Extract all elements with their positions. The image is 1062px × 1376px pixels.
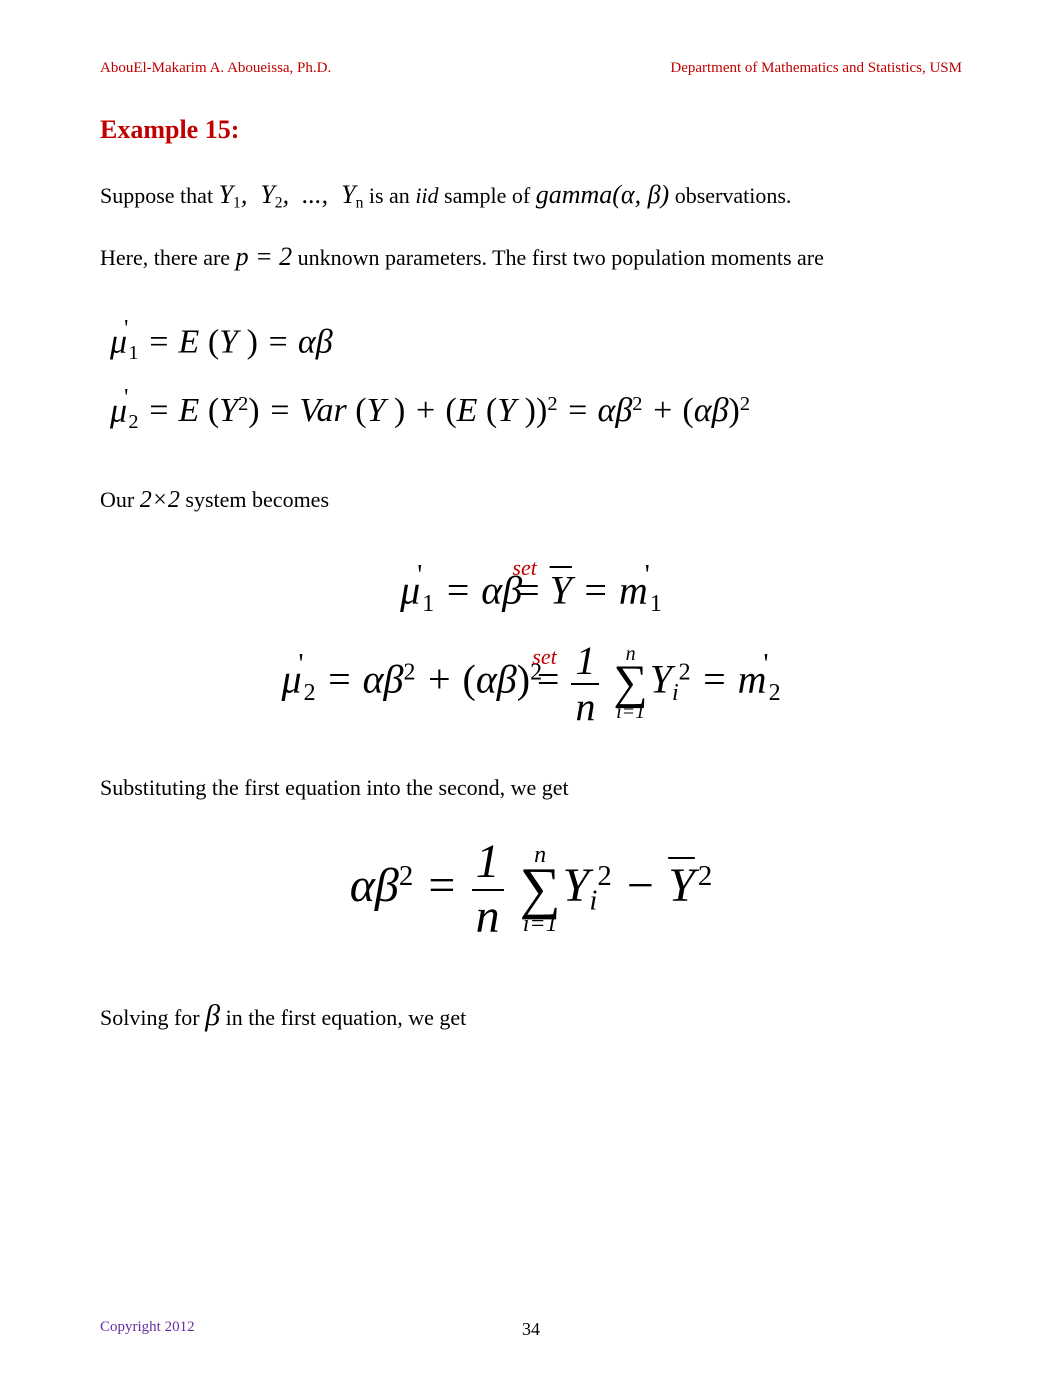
text: Here, there are (100, 245, 236, 270)
sub: 1 (128, 342, 138, 364)
eq-line2: μ'2 = E (Y2) = Var (Y ) + (E (Y ))2 = αβ… (110, 376, 962, 444)
header-left: AbouEl-Makarim A. Aboueissa, Ph.D. (100, 60, 331, 77)
equation-substitution: αβ2 = 1n n∑i=1Yi2 − Y2 (100, 836, 962, 944)
num: 1 (472, 836, 504, 891)
prime: ' (124, 316, 128, 342)
eq-line1: μ'1 = E (Y ) = αβ (110, 307, 962, 375)
math-p2: p = 2 (236, 242, 293, 271)
set-label: set (512, 555, 536, 580)
text: sample of (439, 183, 536, 208)
den: n (472, 891, 504, 944)
page-footer: Copyright 2012 34 (100, 1319, 962, 1336)
rhs: = E (Y2) = Var (Y ) + (E (Y ))2 = αβ2 + … (139, 392, 750, 429)
paragraph-2: Here, there are p = 2 unknown parameters… (100, 235, 962, 279)
math-gamma: gamma(α, β) (536, 180, 670, 209)
sigma-icon: ∑ (613, 663, 647, 704)
text: observations. (669, 183, 791, 208)
sub: 2 (128, 410, 138, 432)
section-title: Example 15: (100, 115, 962, 145)
math-2x2: 2×2 (140, 487, 180, 513)
text: in the first equation, we get (220, 1005, 466, 1030)
math-beta: β (205, 999, 220, 1032)
sum-bot: i=1 (520, 914, 561, 934)
paragraph-5: Solving for β in the first equation, we … (100, 990, 962, 1041)
text: Our (100, 487, 140, 512)
equation-moments: μ'1 = E (Y ) = αβ μ'2 = E (Y2) = Var (Y … (110, 307, 962, 444)
den: n (571, 685, 599, 729)
sum-bot: i=1 (613, 704, 647, 721)
eq2-line2: μ'2 = αβ2 + (αβ)2 set= 1n n∑i=1Yi2 = m'2 (100, 634, 962, 728)
page-number: 34 (522, 1319, 540, 1340)
sigma-icon: ∑ (520, 865, 561, 914)
text: Suppose that (100, 183, 219, 208)
page-header: AbouEl-Makarim A. Aboueissa, Ph.D. Depar… (100, 60, 962, 77)
equation-system: μ'1 = αβ set= Y = m'1 μ'2 = αβ2 + (αβ)2 … (100, 545, 962, 729)
num: 1 (571, 639, 599, 685)
eq2-line1: μ'1 = αβ set= Y = m'1 (100, 545, 962, 635)
text: unknown parameters. The first two popula… (292, 245, 824, 270)
text: Solving for (100, 1005, 205, 1030)
summation: n∑i=1 (520, 845, 561, 935)
text: is an (363, 183, 415, 208)
text: system becomes (180, 487, 329, 512)
prime: ' (124, 385, 128, 411)
math-iid: iid (415, 183, 438, 208)
math-y-seq: Y1, Y2, ..., Yn (219, 180, 364, 209)
rhs: = E (Y ) = αβ (139, 324, 333, 361)
copyright: Copyright 2012 (100, 1319, 195, 1336)
summation: n∑i=1 (613, 646, 647, 721)
header-right: Department of Mathematics and Statistics… (670, 60, 962, 77)
paragraph-4: Substituting the first equation into the… (100, 769, 962, 806)
paragraph-3: Our 2×2 system becomes (100, 480, 962, 521)
fraction: 1n (472, 836, 504, 944)
fraction: 1n (571, 639, 599, 729)
paragraph-1: Suppose that Y1, Y2, ..., Yn is an iid s… (100, 173, 962, 217)
set-label: set (532, 644, 556, 669)
